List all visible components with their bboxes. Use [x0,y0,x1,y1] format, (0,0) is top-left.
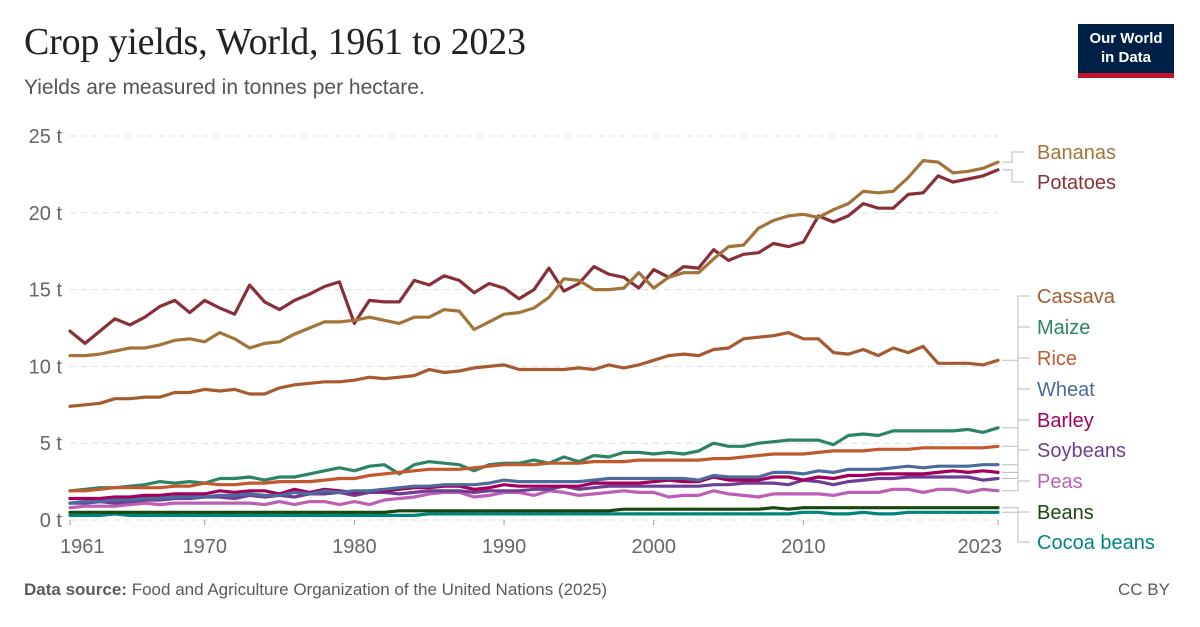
series-label-maize[interactable]: Maize [1037,317,1090,339]
y-axis-ticks: 0 t 5 t 10 t 15 t 20 t 25 t [29,126,63,532]
label-connector [1002,295,1030,361]
source-note: Data source: Food and Agriculture Organi… [24,580,607,600]
series-line-soybeans[interactable] [68,475,1000,505]
source-text[interactable]: Food and Agriculture Organization of the… [131,580,608,599]
series-line-bananas[interactable] [68,159,1000,358]
y-tick-label: 20 t [29,203,63,225]
logo-line-2: in Data [1100,49,1151,66]
series-label-rice[interactable]: Rice [1037,348,1077,370]
label-connector [1002,326,1030,429]
x-axis-ticks: 1961 1970 1980 1990 2000 2010 2023 [60,520,1002,558]
series-label-bananas[interactable]: Bananas [1037,142,1116,164]
y-tick-label: 15 t [29,280,63,302]
x-tick-label: 2023 [958,536,1003,558]
label-connector [1002,151,1024,163]
series-lines [68,159,1000,517]
series-line-potatoes[interactable] [68,168,1000,345]
x-tick-label: 1990 [482,536,527,558]
series-label-barley[interactable]: Barley [1037,410,1094,432]
series-line-rice[interactable] [68,444,1000,493]
series-line-peas[interactable] [68,487,1000,510]
series-line-cassava[interactable] [68,331,1000,408]
series-labels: Bananas Potatoes Cassava Maize Rice Wheat Barl… [1002,142,1155,554]
source-label: Data source: [24,580,127,599]
y-tick-label: 5 t [40,433,63,455]
x-tick-label: 2010 [781,536,826,558]
series-label-soybeans[interactable]: Soybeans [1037,440,1126,462]
x-tick-label: 2000 [631,536,676,558]
x-tick-label: 1970 [182,536,227,558]
series-line-beans[interactable] [68,506,1000,514]
series-label-wheat[interactable]: Wheat [1037,379,1095,401]
x-tick-label: 1980 [332,536,377,558]
series-label-peas[interactable]: Peas [1037,471,1083,493]
series-label-beans[interactable]: Beans [1037,502,1094,524]
series-line-maize[interactable] [68,426,1000,493]
chart-subtitle: Yields are measured in tonnes per hectar… [24,76,425,99]
logo-line-1: Our World [1089,30,1163,47]
x-tick-label: 1961 [60,536,105,558]
y-tick-label: 10 t [29,356,63,378]
chart-title: Crop yields, World, 1961 to 2023 [24,21,526,63]
label-connector [1002,507,1030,513]
series-line-cocoa-beans[interactable] [68,510,1000,517]
label-connector [1002,419,1030,473]
y-tick-label: 0 t [40,510,63,532]
label-connector [1002,480,1030,492]
y-tick-label: 25 t [29,126,63,148]
series-label-cocoa-beans[interactable]: Cocoa beans [1037,532,1155,554]
label-connector [1002,388,1030,466]
line-chart: 0 t 5 t 10 t 15 t 20 t 25 t 1961 1970 1980 1990 2… [29,126,1155,558]
series-label-potatoes[interactable]: Potatoes [1037,172,1116,194]
series-line-barley[interactable] [68,469,1000,501]
label-connector [1002,357,1030,447]
owid-logo[interactable]: Our World in Data [1078,24,1174,78]
license-link[interactable]: CC BY [1118,580,1170,599]
label-connector [1002,449,1030,479]
logo-accent-bar [1078,73,1174,78]
series-line-wheat[interactable] [68,463,1000,505]
series-label-cassava[interactable]: Cassava [1037,286,1116,308]
label-connector [1002,511,1030,543]
label-connector [1002,169,1024,183]
